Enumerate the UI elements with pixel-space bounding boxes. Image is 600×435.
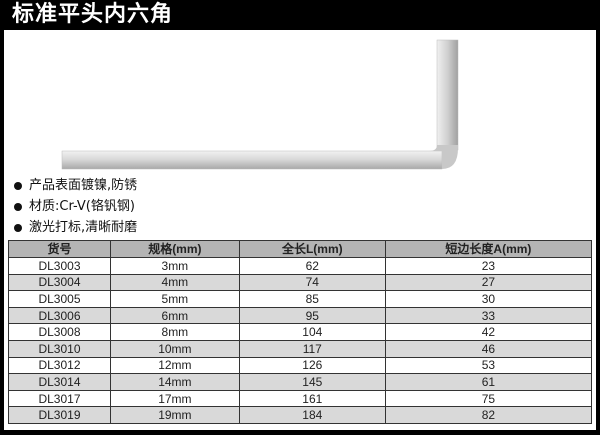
table-cell: 12mm <box>109 356 240 375</box>
table-cell: 42 <box>384 323 593 341</box>
table-cell: 27 <box>384 273 593 292</box>
feature-item: 材质:Cr-V(铬钒钢) <box>14 196 137 217</box>
table-cell: DL3005 <box>8 290 111 308</box>
header-row: 货号 规格(mm) 全长L(mm) 短边长度A(mm) <box>8 240 593 258</box>
table-cell: 75 <box>384 389 593 408</box>
table-row: DL3008 8mm 104 42 <box>8 323 593 341</box>
table-cell: 117 <box>238 339 386 358</box>
bullet-icon <box>14 223 22 232</box>
table-cell: 5mm <box>109 290 240 308</box>
table-cell: 10mm <box>109 339 240 358</box>
hex-key-image <box>61 39 459 170</box>
table-cell: 17mm <box>109 389 240 408</box>
table-cell: 30 <box>384 290 593 308</box>
table-cell: 85 <box>238 290 386 308</box>
table-row: DL3012 12mm 126 53 <box>8 356 593 375</box>
table-cell: 95 <box>238 306 386 325</box>
table-cell: DL3017 <box>8 389 111 408</box>
page-title: 标准平头内六角 <box>12 2 174 27</box>
spec-table: 货号 规格(mm) 全长L(mm) 短边长度A(mm) DL3003 3mm 62 23 DL… <box>8 240 593 424</box>
table-cell: 6mm <box>109 306 240 325</box>
table-row: DL3006 6mm 95 33 <box>8 306 593 325</box>
table-row: DL3010 10mm 117 46 <box>8 339 593 358</box>
feature-item: 激光打标,清晰耐磨 <box>14 217 137 238</box>
table-cell: 46 <box>384 339 593 358</box>
column-header: 全长L(mm) <box>238 240 386 258</box>
table-cell: DL3010 <box>8 339 111 358</box>
table-cell: 19mm <box>109 406 240 424</box>
table-cell: DL3003 <box>8 257 111 275</box>
table-cell: 126 <box>238 356 386 375</box>
table-cell: 161 <box>238 389 386 408</box>
table-cell: 4mm <box>109 273 240 292</box>
column-header: 短边长度A(mm) <box>384 240 593 258</box>
bullet-icon <box>14 202 22 211</box>
bullet-icon <box>14 181 22 190</box>
table-row: DL3014 14mm 145 61 <box>8 373 593 391</box>
table-cell: DL3004 <box>8 273 111 292</box>
table-cell: 104 <box>238 323 386 341</box>
table-cell: 82 <box>384 406 593 424</box>
feature-list: 产品表面镀镍,防锈 材质:Cr-V(铬钒钢) 激光打标,清晰耐磨 <box>14 175 137 238</box>
feature-item: 产品表面镀镍,防锈 <box>14 175 137 196</box>
table-cell: DL3008 <box>8 323 111 341</box>
table-cell: 53 <box>384 356 593 375</box>
table-cell: 145 <box>238 373 386 391</box>
table-row: DL3017 17mm 161 75 <box>8 389 593 408</box>
table-cell: 74 <box>238 273 386 292</box>
column-header: 货号 <box>8 240 111 258</box>
table-cell: 3mm <box>109 257 240 275</box>
table-row: DL3004 4mm 74 27 <box>8 273 593 292</box>
table-cell: DL3006 <box>8 306 111 325</box>
table-cell: 61 <box>384 373 593 391</box>
product-panel: 产品表面镀镍,防锈 材质:Cr-V(铬钒钢) 激光打标,清晰耐磨 货号 规格(mm… <box>4 30 596 430</box>
table-cell: 33 <box>384 306 593 325</box>
table-row: DL3003 3mm 62 23 <box>8 257 593 275</box>
table-row: DL3019 19mm 184 82 <box>8 406 593 424</box>
table-cell: DL3014 <box>8 373 111 391</box>
table-cell: 23 <box>384 257 593 275</box>
table-cell: 62 <box>238 257 386 275</box>
table-cell: 8mm <box>109 323 240 341</box>
table-row: DL3005 5mm 85 30 <box>8 290 593 308</box>
table-cell: DL3012 <box>8 356 111 375</box>
column-header: 规格(mm) <box>109 240 240 258</box>
table-cell: 184 <box>238 406 386 424</box>
table-cell: 14mm <box>109 373 240 391</box>
table-cell: DL3019 <box>8 406 111 424</box>
